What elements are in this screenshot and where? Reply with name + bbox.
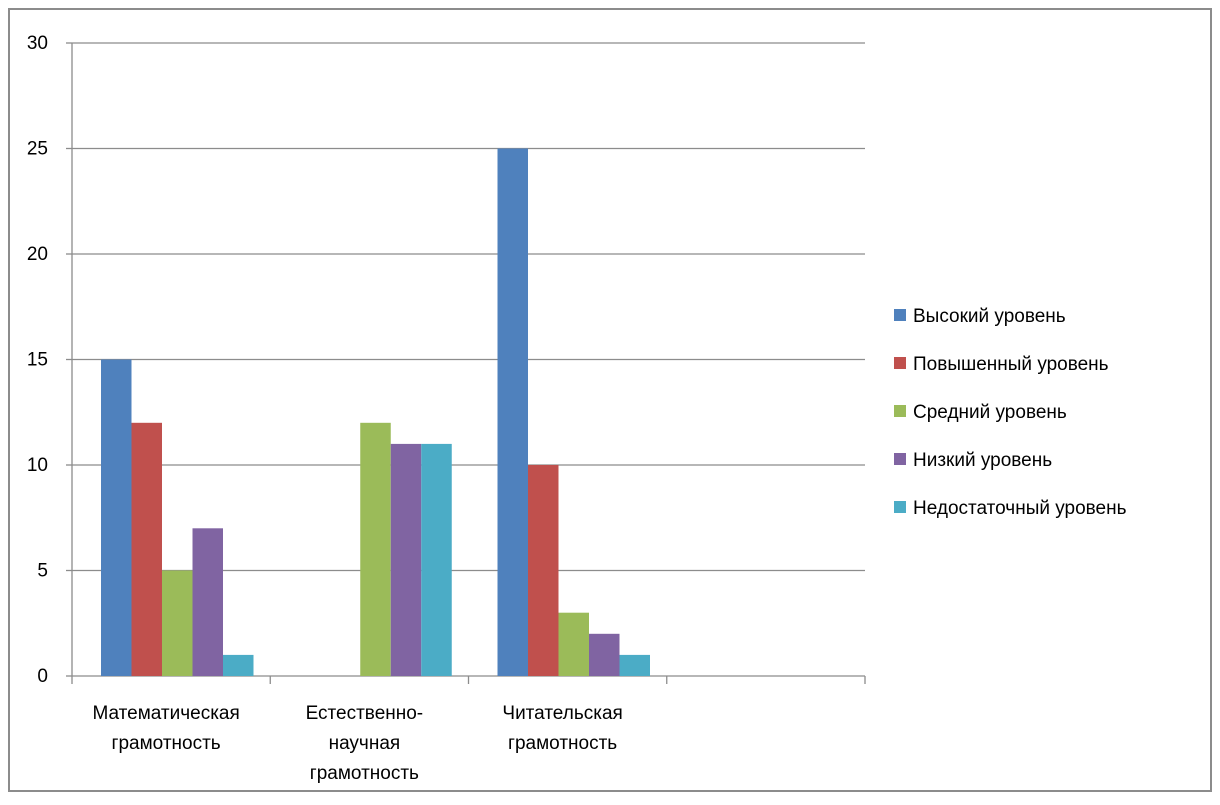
bar xyxy=(558,612,589,676)
bar xyxy=(162,570,193,676)
bar xyxy=(101,359,132,676)
legend-label: Повышенный уровень xyxy=(913,354,1109,375)
legend-swatch xyxy=(894,501,906,513)
bar xyxy=(131,422,162,676)
x-category-label: научная xyxy=(329,733,401,754)
legend-swatch xyxy=(894,309,906,321)
legend-swatch xyxy=(894,405,906,417)
legend-swatch xyxy=(894,357,906,369)
y-tick-label: 20 xyxy=(27,244,48,265)
y-tick-label: 30 xyxy=(27,33,48,54)
legend-label: Средний уровень xyxy=(913,402,1067,423)
legend-label: Недостаточный уровень xyxy=(913,498,1127,519)
y-tick-label: 5 xyxy=(37,561,48,582)
legend-label: Высокий уровень xyxy=(913,306,1066,327)
bar xyxy=(390,443,422,676)
bar xyxy=(619,654,650,676)
bars xyxy=(101,148,650,676)
x-category-label: Естественно- xyxy=(306,703,424,724)
y-tick-label: 25 xyxy=(27,139,48,160)
bar xyxy=(421,443,452,676)
y-tick-label: 10 xyxy=(27,455,48,476)
legend-swatch xyxy=(894,453,906,465)
x-category-label: грамотность xyxy=(112,733,221,754)
legend-label: Низкий уровень xyxy=(913,450,1052,471)
bar xyxy=(589,633,620,676)
x-category-label: Математическая xyxy=(92,703,239,724)
legend: Высокий уровень Повышенный уровень Средний… xyxy=(894,306,1127,519)
bar xyxy=(223,654,254,676)
axes xyxy=(66,42,866,684)
bar xyxy=(360,422,391,676)
bar xyxy=(528,465,559,676)
y-tick-label: 15 xyxy=(27,350,48,371)
x-category-label: Читательская xyxy=(502,703,622,724)
axis-labels: 0 5 10 15 20 25 30 Математическая грамотность Ест… xyxy=(27,33,623,784)
bar xyxy=(192,528,223,676)
bar xyxy=(497,148,528,676)
x-category-label: грамотность xyxy=(508,733,617,754)
x-category-label: грамотность xyxy=(310,763,419,784)
y-tick-label: 0 xyxy=(37,666,48,687)
